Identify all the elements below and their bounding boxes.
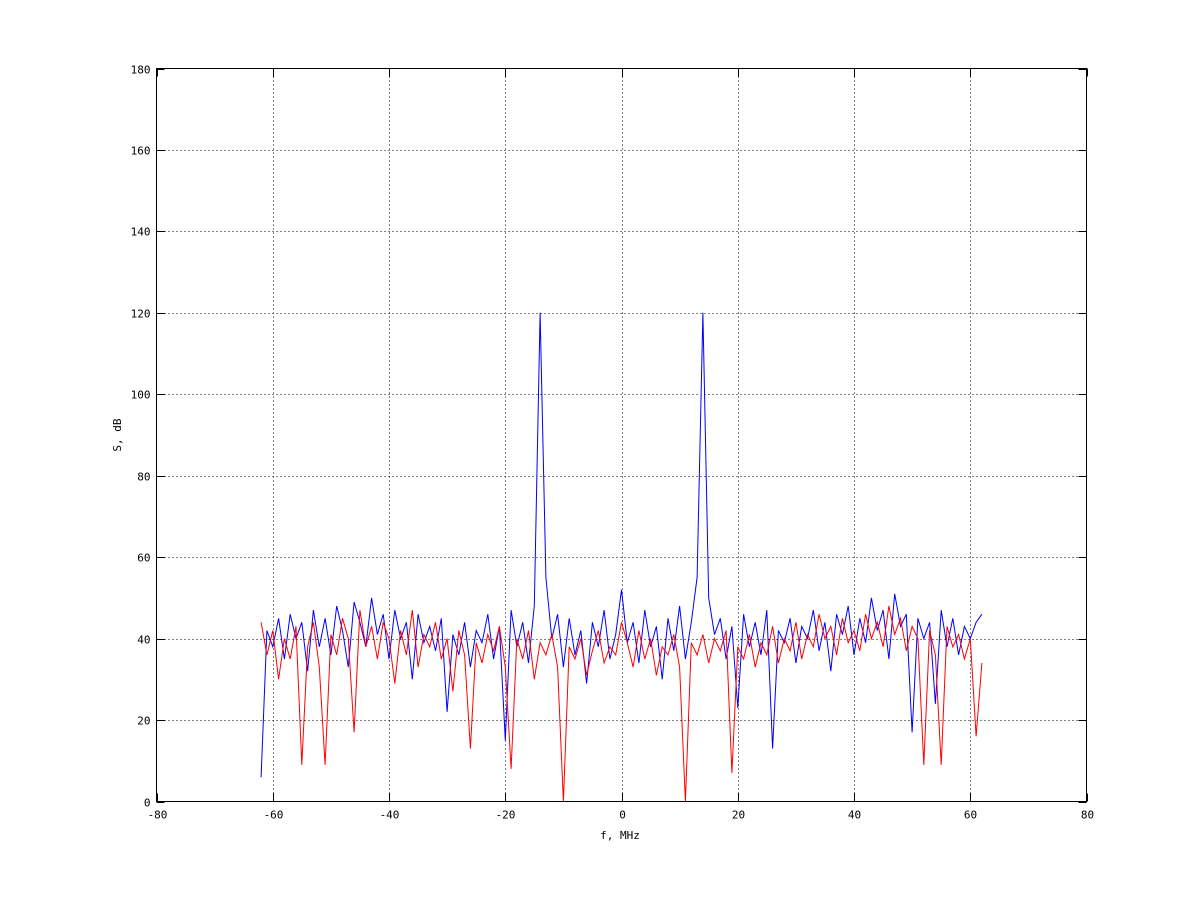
x-tick-label: 80 — [1081, 809, 1094, 822]
y-tick-label: 140 — [131, 226, 151, 239]
x-tick-label: -40 — [380, 809, 400, 822]
x-tick-label: 0 — [619, 809, 626, 822]
plot-frame — [156, 68, 1087, 802]
y-tick-label: 0 — [144, 797, 151, 810]
x-tick-label: 20 — [732, 809, 745, 822]
y-tick-label: 120 — [131, 308, 151, 321]
y-tick-label: 160 — [131, 145, 151, 158]
x-tick-label: 40 — [848, 809, 861, 822]
ticks: -80 -60 -40 -20 0 20 40 60 80 0 20 40 60 80 100 120 140 1… — [131, 64, 1095, 822]
x-tick-label: -20 — [496, 809, 516, 822]
y-axis-label: S, dB — [111, 418, 124, 451]
y-tick-label: 100 — [131, 389, 151, 402]
y-tick-label: 20 — [137, 715, 150, 728]
x-tick-label: -80 — [148, 809, 168, 822]
y-tick-label: 80 — [137, 471, 150, 484]
x-tick-label: 60 — [964, 809, 977, 822]
y-tick-label: 180 — [131, 64, 151, 77]
grid — [156, 68, 1087, 802]
x-axis-label: f, MHz — [600, 829, 640, 842]
series-line-blue — [260, 312, 983, 778]
x-tick-label: -60 — [264, 809, 284, 822]
series-line-red — [260, 605, 983, 802]
series-group — [260, 312, 983, 802]
y-tick-label: 40 — [137, 634, 150, 647]
y-tick-label: 60 — [137, 552, 150, 565]
